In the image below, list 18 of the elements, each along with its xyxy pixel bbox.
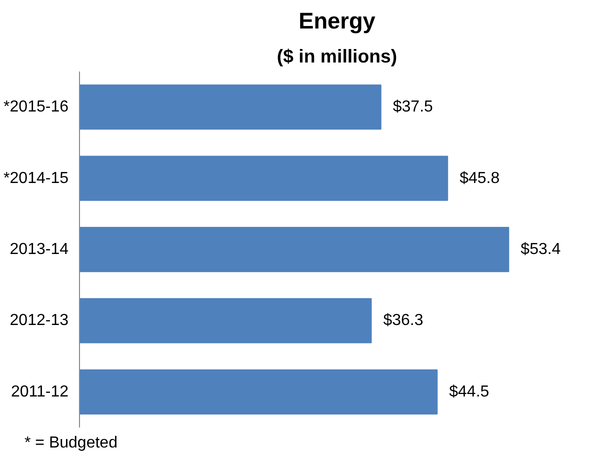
data-label: $53.4 [520, 241, 561, 258]
bar [80, 298, 372, 344]
text: * = Budgeted [24, 434, 118, 452]
y-tick-label: 2013-14 [10, 241, 69, 258]
data-label: $36.3 [383, 312, 424, 330]
data-label: $37.5 [392, 98, 434, 116]
y-tick-label: *2014-15 [4, 170, 69, 187]
y-tick-label: 2012-13 [10, 312, 69, 330]
y-tick-label: *2015-16 [4, 98, 69, 116]
data-label: $44.5 [449, 383, 490, 400]
data-label: $45.8 [460, 170, 500, 187]
bar [80, 226, 510, 272]
bar [80, 156, 448, 201]
chart-title: Energy [298, 8, 376, 34]
bar [80, 369, 438, 414]
bar [80, 84, 382, 130]
y-tick-label: 2011-12 [10, 383, 69, 400]
chart-subtitle: ($ in millions) [276, 46, 398, 66]
